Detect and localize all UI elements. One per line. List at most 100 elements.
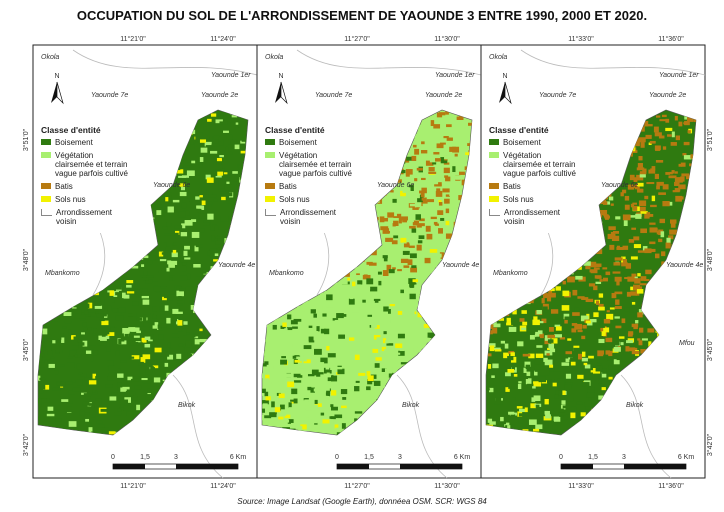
land-patch [608,376,613,380]
land-patch [107,332,115,336]
land-patch [608,196,614,201]
land-patch [335,427,341,431]
land-patch [539,426,546,432]
land-patch [314,358,321,362]
land-patch [531,397,536,402]
coord-label: 11°36'0" [658,482,684,490]
land-patch [83,393,92,397]
land-patch [56,334,62,340]
land-patch [90,355,94,362]
land-patch [347,328,355,331]
land-patch [143,255,149,259]
land-patch [348,298,355,305]
land-patch [604,201,611,205]
land-patch [325,392,331,397]
land-patch [96,420,103,424]
land-patch [602,368,607,374]
land-patch [141,295,150,299]
land-patch [672,190,680,193]
land-patch [574,323,583,330]
land-patch [327,353,336,358]
land-patch [76,379,83,386]
land-patch [567,341,571,346]
land-patch [85,394,91,400]
land-patch [118,334,124,339]
land-patch [91,405,95,408]
land-patch [199,338,208,343]
land-patch [409,225,416,229]
land-patch [265,374,270,380]
land-patch [77,338,81,343]
land-patch [166,317,171,324]
land-patch [106,340,113,347]
land-patch [316,413,320,416]
land-patch [493,347,501,351]
land-patch [425,225,431,232]
land-patch [158,251,164,257]
land-patch [413,347,422,353]
land-patch [687,116,694,122]
land-patch [394,260,402,263]
land-patch [107,376,115,381]
land-patch [438,228,443,234]
land-patch [412,207,419,210]
land-patch [44,338,52,344]
land-patch [535,353,544,358]
land-patch [146,363,152,369]
land-patch [304,341,309,346]
legend-title: Classe d'entité [265,125,325,135]
place-name: Yaounde 6e [153,182,190,189]
land-patch [100,308,108,313]
land-patch [278,393,285,399]
coord-label: 11°33'0" [568,35,594,43]
land-patch [598,338,605,344]
land-patch [404,266,409,270]
land-patch [290,399,296,402]
land-patch [40,347,46,351]
legend-label: Batis [55,182,73,191]
land-patch [38,416,44,420]
land-patch [405,246,410,249]
place-name: Yaounde 6e [601,182,638,189]
land-patch [216,161,222,168]
land-patch [136,404,141,411]
land-patch [452,146,460,153]
land-patch [206,177,214,183]
scale-label: 0 [559,454,563,461]
land-patch [380,217,389,222]
land-patch [353,284,361,289]
land-patch [142,379,151,384]
land-patch [429,156,436,163]
land-patch [338,327,343,331]
land-patch [95,376,100,380]
land-patch [598,383,606,386]
land-patch [386,264,392,271]
land-patch [674,115,678,121]
land-patch [321,344,327,348]
land-patch [39,377,46,380]
land-patch [142,316,147,323]
land-patch [167,192,172,197]
land-patch [357,351,364,354]
land-patch [52,319,58,322]
land-patch [614,316,620,319]
land-patch [438,182,442,186]
land-patch [621,318,626,324]
land-patch [157,201,161,208]
land-patch [610,231,615,236]
land-patch [388,269,395,274]
land-patch [303,349,309,354]
land-patch [297,375,303,378]
land-patch [433,152,440,155]
land-patch [620,192,624,197]
land-patch [42,328,48,335]
land-patch [581,351,586,357]
land-patch [610,305,614,308]
land-patch [446,137,453,141]
scale-label: 6 Km [678,454,695,461]
land-patch [181,202,187,209]
land-patch [39,356,43,362]
land-patch [87,302,93,309]
land-patch [149,396,158,400]
